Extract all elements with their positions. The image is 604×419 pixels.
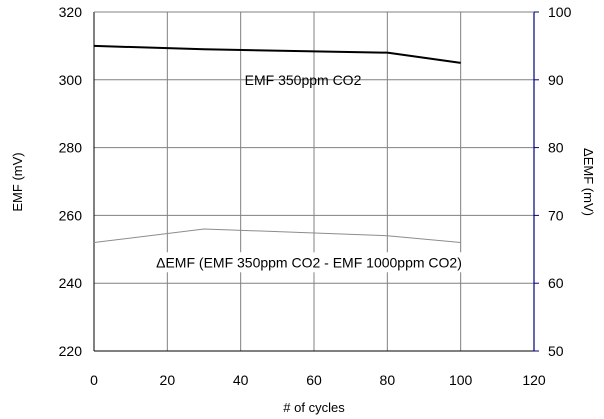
y-right-tick-label: 100 <box>548 4 572 20</box>
series-line-1 <box>93 44 461 64</box>
y-right-tick-label: 50 <box>548 343 564 359</box>
y-right-tick-label: 60 <box>548 275 564 291</box>
series-layer <box>93 44 461 244</box>
series-2-label: ΔEMF (EMF 350ppm CO2 - EMF 1000ppm CO2) <box>156 254 462 270</box>
x-tick-label: 0 <box>90 372 98 388</box>
axes <box>93 11 539 352</box>
y-axis-right-title: ΔEMF (mV) <box>581 148 596 216</box>
y-right-tick-label: 70 <box>548 207 564 223</box>
x-axis-title: # of cycles <box>283 400 345 415</box>
grid <box>94 12 534 351</box>
x-tick-label: 60 <box>306 372 322 388</box>
y-axis-left-title: EMF (mV) <box>10 152 25 211</box>
y-left-tick-label: 240 <box>59 275 83 291</box>
y-left-tick-label: 220 <box>59 343 83 359</box>
y-right-tick-label: 80 <box>548 140 564 156</box>
x-tick-label: 40 <box>233 372 249 388</box>
y-left-tick-label: 300 <box>59 72 83 88</box>
x-tick-label: 120 <box>522 372 546 388</box>
x-tick-label: 80 <box>380 372 396 388</box>
series-2-label-bg <box>137 252 482 273</box>
series-1-label: EMF 350ppm CO2 <box>245 72 362 88</box>
y-left-tick-label: 320 <box>59 4 83 20</box>
y-left-tick-label: 280 <box>59 140 83 156</box>
y-left-tick-label: 260 <box>59 207 83 223</box>
y-right-tick-label: 90 <box>548 72 564 88</box>
series-line-2 <box>93 228 461 244</box>
label-layer: 0 20 40 60 80 100 120 220 240 260 280 300 320 50 60 70 8… <box>59 4 572 388</box>
x-tick-label: 20 <box>160 372 176 388</box>
x-tick-label: 100 <box>449 372 473 388</box>
